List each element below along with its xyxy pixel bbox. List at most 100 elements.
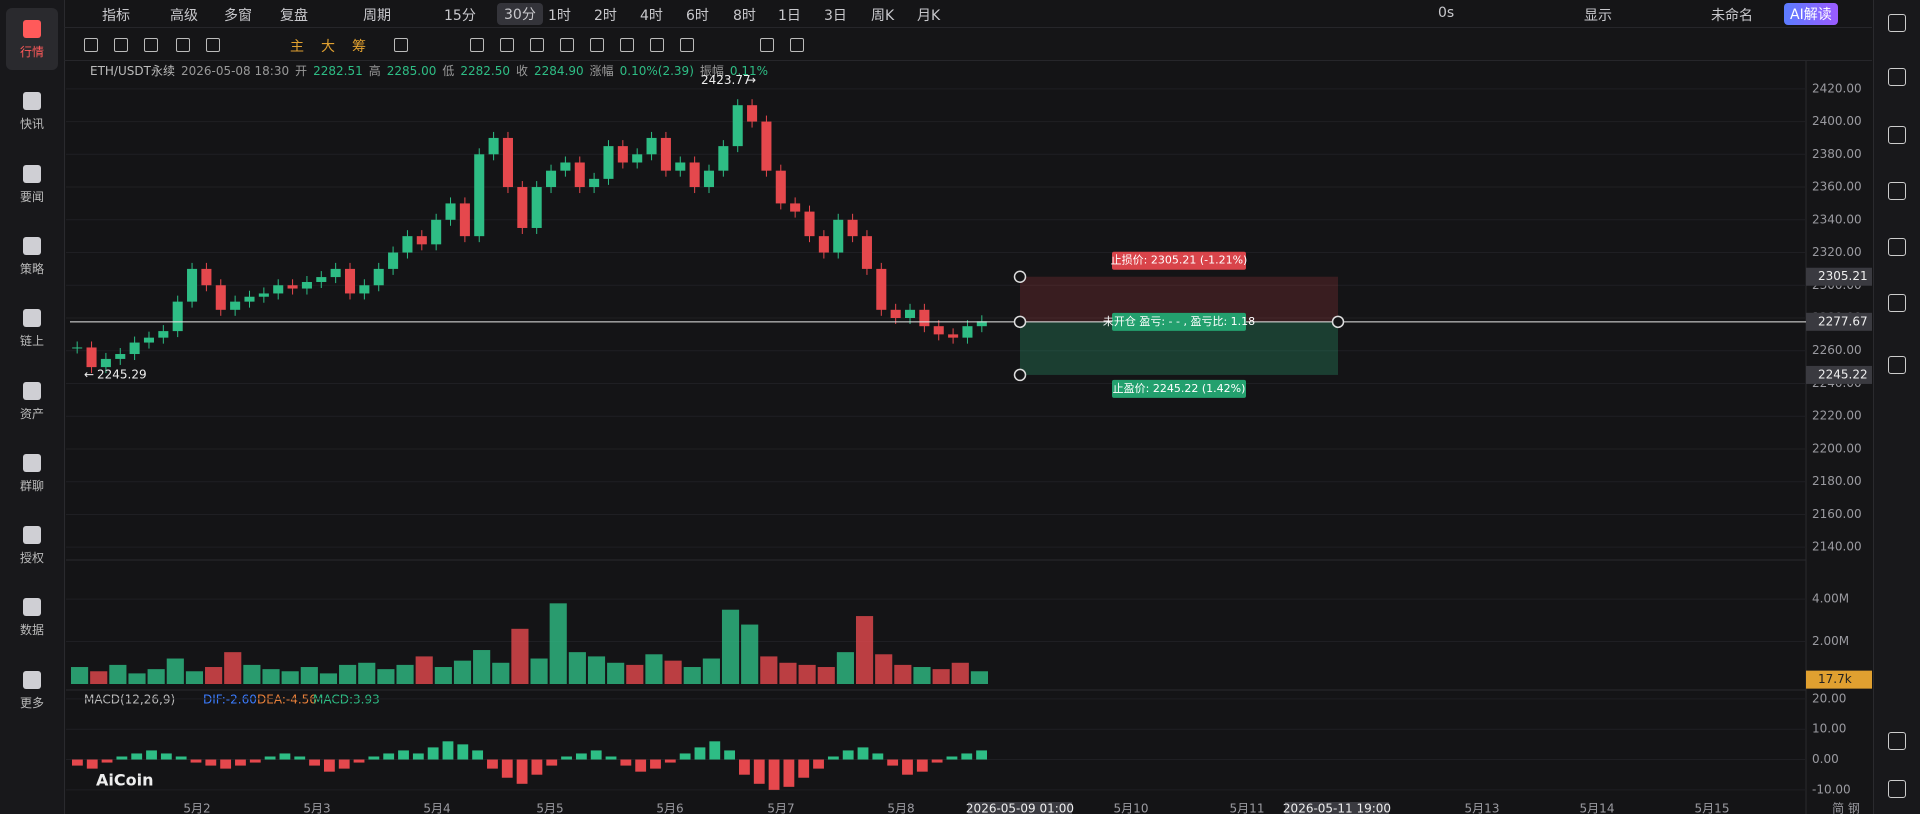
- period[interactable]: 8时: [733, 8, 756, 24]
- icon[interactable]: [1888, 126, 1906, 144]
- candle: [675, 162, 686, 171]
- x-tick-label: 2026-05-09 01:00: [966, 802, 1074, 814]
- tool-icon[interactable]: [590, 38, 604, 52]
- menu[interactable]: 高级: [170, 8, 198, 24]
- candle: [402, 236, 413, 253]
- icon[interactable]: [1888, 294, 1906, 312]
- volume-bar: [339, 664, 357, 684]
- info-text: 收: [516, 64, 528, 78]
- menu[interactable]: 周期: [363, 8, 391, 24]
- candle: [115, 354, 126, 359]
- macd-bar: [827, 756, 839, 760]
- pos-label: 未开仓 盈亏: - - , 盈亏比: 1.18: [1103, 314, 1255, 328]
- tool-icon[interactable]: [560, 38, 574, 52]
- layout[interactable]: 未命名: [1711, 8, 1753, 24]
- candle: [962, 326, 973, 338]
- overlay[interactable]: 筹: [352, 39, 366, 55]
- nav-icon: [23, 20, 41, 38]
- high-label: 2423.77: [701, 73, 751, 87]
- nav-item[interactable]: 链上: [6, 297, 58, 359]
- period[interactable]: 2时: [594, 8, 617, 24]
- period[interactable]: 4时: [640, 8, 663, 24]
- macd-bar: [931, 759, 943, 763]
- period[interactable]: 15分: [444, 8, 476, 24]
- nav-item[interactable]: 要闻: [6, 153, 58, 215]
- icon[interactable]: [1888, 732, 1906, 750]
- candle: [129, 342, 140, 355]
- macd-bar: [457, 744, 469, 760]
- tool-icon[interactable]: [790, 38, 804, 52]
- tool-icon[interactable]: [680, 38, 694, 52]
- icon[interactable]: [1888, 14, 1906, 32]
- tool-icon[interactable]: [394, 38, 408, 52]
- candle: [703, 170, 715, 188]
- overlay[interactable]: 大: [321, 39, 335, 55]
- nav-item[interactable]: 策略: [6, 225, 58, 287]
- macd-legend: DIF:-2.60: [203, 693, 257, 707]
- nav-item[interactable]: 群聊: [6, 442, 58, 504]
- candle: [474, 154, 485, 237]
- candle: [904, 309, 916, 319]
- tool-icon[interactable]: [144, 38, 158, 52]
- nav-item[interactable]: 授权: [6, 514, 58, 576]
- tool-icon[interactable]: [206, 38, 220, 52]
- nav-item[interactable]: 行情: [6, 8, 58, 70]
- macd-bar: [368, 756, 380, 760]
- icon[interactable]: [1888, 238, 1906, 256]
- icon[interactable]: [1888, 780, 1906, 798]
- icon[interactable]: [1888, 68, 1906, 86]
- nav-item[interactable]: 快讯: [6, 80, 58, 142]
- period[interactable]: 1日: [778, 8, 801, 24]
- macd-bar: [561, 756, 572, 760]
- x-tick-label: 简 钢: [1832, 802, 1860, 814]
- macd-bar: [412, 753, 424, 760]
- icon[interactable]: [1888, 356, 1906, 374]
- candle: [890, 309, 901, 319]
- volume-bar: [262, 669, 280, 684]
- tool-icon[interactable]: [176, 38, 190, 52]
- nav-item[interactable]: 资产: [6, 370, 58, 432]
- volume-bar: [147, 669, 165, 684]
- menu[interactable]: 指标: [102, 8, 130, 24]
- ai-button[interactable]: AI解读: [1784, 3, 1838, 25]
- macd-bar: [753, 759, 765, 784]
- tool-icon[interactable]: [470, 38, 484, 52]
- tool-icon[interactable]: [114, 38, 128, 52]
- x-tick-label: 5月14: [1580, 802, 1615, 814]
- period[interactable]: 1时: [548, 8, 571, 24]
- pos-label-bg: [1112, 251, 1246, 270]
- period[interactable]: 3日: [824, 8, 847, 24]
- nav-icon: [23, 164, 41, 183]
- menu[interactable]: 多窗: [224, 8, 252, 24]
- pos-label: 止盈价: 2245.22 (1.42%): [1113, 382, 1246, 395]
- candle: [546, 170, 557, 188]
- display[interactable]: 显示: [1584, 8, 1612, 24]
- toolbar: 指标 高级 多窗 复盘 周期 0s 显示 未命名 AI解读 15分 30分 1时 2时…: [64, 0, 1872, 28]
- tool-icon[interactable]: [620, 38, 634, 52]
- tool-icon[interactable]: [650, 38, 664, 52]
- volume-bar: [166, 658, 184, 684]
- tool-icon[interactable]: [530, 38, 544, 52]
- tool-icon[interactable]: [500, 38, 514, 52]
- macd-bar: [531, 759, 543, 775]
- macd-bar: [190, 759, 202, 763]
- period[interactable]: 30分: [497, 3, 543, 25]
- period[interactable]: 月K: [917, 8, 941, 24]
- y-tick-label: 2200.00: [1812, 441, 1862, 455]
- period[interactable]: 周K: [871, 8, 895, 24]
- menu[interactable]: 复盘: [280, 8, 308, 24]
- candle: [761, 121, 772, 171]
- nav-item[interactable]: 更多: [6, 659, 58, 721]
- overlay[interactable]: 主: [290, 39, 304, 55]
- candle: [617, 146, 628, 163]
- macd-bar: [472, 750, 484, 760]
- volume-bar: [473, 650, 491, 684]
- macd-bar: [294, 756, 306, 760]
- tool-icon[interactable]: [84, 38, 98, 52]
- nav-item[interactable]: 数据: [6, 586, 58, 648]
- x-tick-label: 5月6: [656, 802, 683, 814]
- tool-icon[interactable]: [760, 38, 774, 52]
- icon[interactable]: [1888, 182, 1906, 200]
- candle: [445, 203, 456, 220]
- period[interactable]: 6时: [686, 8, 709, 24]
